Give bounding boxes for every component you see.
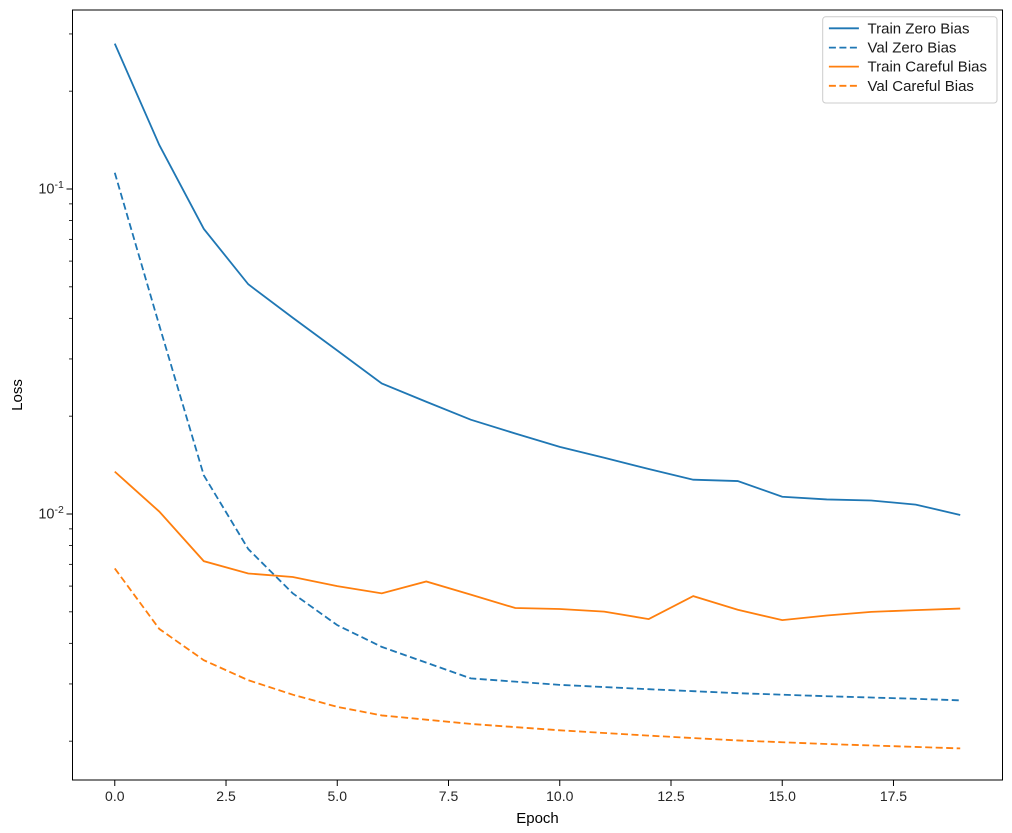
svg-text:15.0: 15.0 xyxy=(769,788,796,804)
svg-text:10-2: 10-2 xyxy=(38,504,64,523)
svg-text:Loss: Loss xyxy=(9,379,26,411)
svg-text:7.5: 7.5 xyxy=(439,788,459,804)
svg-text:2.5: 2.5 xyxy=(216,788,236,804)
svg-text:10-1: 10-1 xyxy=(38,179,64,198)
svg-text:Epoch: Epoch xyxy=(516,810,559,827)
svg-text:0.0: 0.0 xyxy=(105,788,125,804)
svg-text:Val Zero Bias: Val Zero Bias xyxy=(868,40,957,57)
svg-text:Val Careful Bias: Val Careful Bias xyxy=(868,78,974,95)
svg-text:12.5: 12.5 xyxy=(657,788,684,804)
svg-text:17.5: 17.5 xyxy=(880,788,907,804)
svg-text:10.0: 10.0 xyxy=(546,788,573,804)
svg-text:Train Zero Bias: Train Zero Bias xyxy=(868,20,970,37)
svg-text:5.0: 5.0 xyxy=(328,788,348,804)
svg-text:Train Careful Bias: Train Careful Bias xyxy=(868,59,988,76)
